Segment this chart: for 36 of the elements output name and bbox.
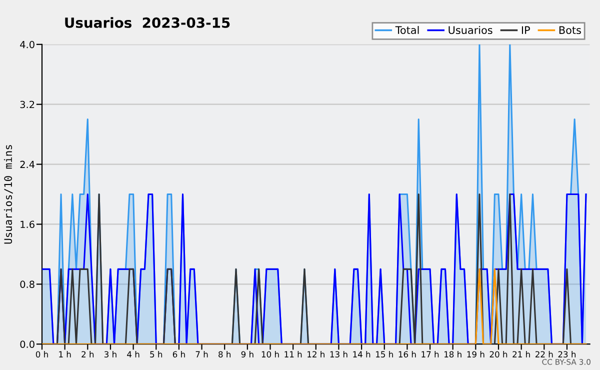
legend-label: Usuarios (448, 26, 492, 34)
y-axis-title: Usuarios/10 mins (4, 145, 13, 244)
y-tick-label: 0.0 (20, 340, 34, 348)
x-tick-label: 12 h (308, 351, 324, 358)
x-tick-label: 10 h (262, 351, 279, 358)
x-tick-label: 18 h (444, 351, 462, 358)
x-tick-label: 2 h (82, 351, 94, 358)
x-tick-label: 14 h (353, 351, 370, 358)
x-tick-label: 20 h (490, 351, 508, 358)
x-tick-label: 5 h (150, 351, 162, 358)
x-tick-label: 6 h (172, 351, 185, 358)
x-tick-label: 19 h (467, 351, 484, 358)
x-tick-label: 7 h (196, 351, 208, 358)
legend-label: Bots (559, 26, 581, 34)
x-tick-label: 8 h (218, 351, 231, 358)
x-tick-label: 22 h (535, 351, 553, 358)
x-tick-label: 21 h (512, 351, 530, 358)
x-tick-label: 11 h (284, 351, 302, 358)
x-tick-label: 17 h (422, 351, 439, 358)
x-tick-label: 13 h (330, 351, 348, 358)
x-tick-label: 9 h (241, 351, 254, 358)
y-tick-label: 0.8 (20, 280, 34, 288)
x-tick-label: 16 h (398, 351, 416, 358)
chart-title: Usuarios 2023-03-15 (65, 17, 230, 28)
y-tick-label: 4.0 (20, 40, 34, 48)
x-tick-label: 23 h (558, 351, 576, 358)
legend-label: IP (522, 26, 530, 34)
x-tick-label: 0 h (36, 351, 48, 358)
legend-label: Total (395, 26, 419, 34)
x-tick-label: 1 h (59, 351, 71, 358)
x-tick-label: 3 h (104, 351, 116, 358)
x-tick-label: 4 h (127, 351, 140, 358)
y-tick-label: 2.4 (20, 160, 35, 168)
y-tick-label: 1.6 (20, 220, 34, 228)
x-tick-label: 15 h (376, 351, 393, 358)
y-tick-label: 3.2 (20, 100, 34, 108)
